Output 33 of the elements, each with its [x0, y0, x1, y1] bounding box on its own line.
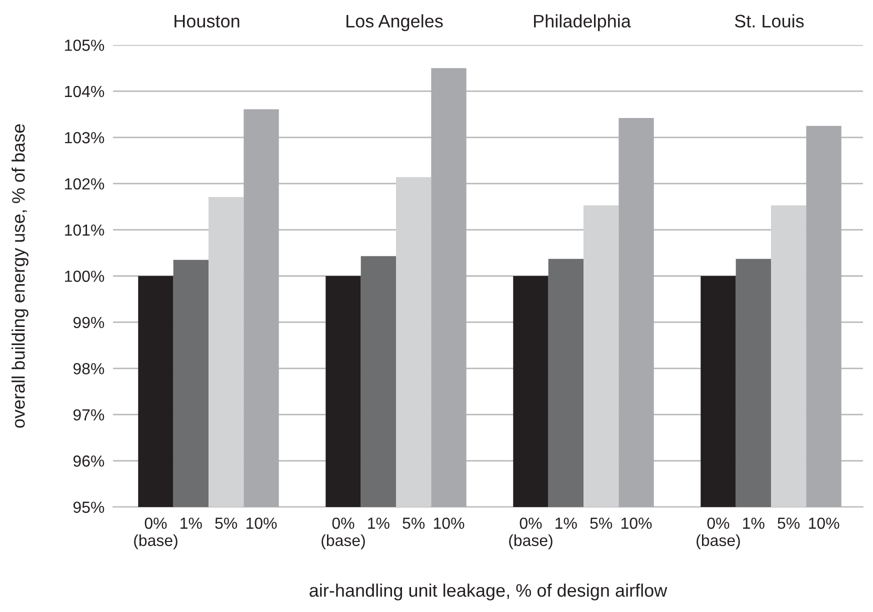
text: 1%: [743, 518, 764, 529]
y-tick-label: 103%: [65, 132, 104, 144]
x-tick-label: St. Louis: [734, 14, 804, 28]
text: 1%: [368, 518, 390, 529]
y-tick-label: 97%: [73, 409, 104, 421]
series-label: 1%: [180, 518, 202, 529]
text: 0% (base): [509, 518, 552, 550]
x-tick-label: Houston: [174, 14, 240, 28]
text: 5%: [778, 518, 800, 529]
series-label: 10%: [246, 518, 277, 529]
y-tick-label: 95%: [73, 502, 104, 513]
y-tick-label: 105%: [65, 40, 104, 51]
x-tick-label: Philadelphia: [534, 14, 631, 32]
y-axis-title: overall building energy use, % of base: [12, 124, 28, 428]
y-tick-label: 98%: [73, 363, 104, 374]
text: 10%: [434, 518, 464, 529]
text: 5%: [590, 518, 612, 529]
y-tick-label: 100%: [65, 270, 104, 282]
x-axis-title: air-handling unit leakage, % of design airflow: [310, 584, 668, 600]
series-label: 5%: [215, 518, 238, 529]
text: 10%: [809, 518, 840, 529]
x-tick-label: Los Angeles: [346, 14, 443, 32]
text: 1%: [556, 518, 577, 529]
y-tick-label: 104%: [65, 86, 104, 98]
text: 5%: [402, 518, 425, 529]
text: 10%: [622, 518, 652, 529]
text: 0% (base): [696, 518, 740, 550]
series-label: 0% (base): [322, 518, 365, 550]
y-tick-label: 99%: [73, 316, 104, 328]
y-tick-label: 101%: [65, 224, 104, 236]
text: 0% (base): [134, 518, 178, 550]
y-tick-label: 102%: [65, 178, 104, 190]
y-tick-label: 96%: [73, 455, 104, 467]
